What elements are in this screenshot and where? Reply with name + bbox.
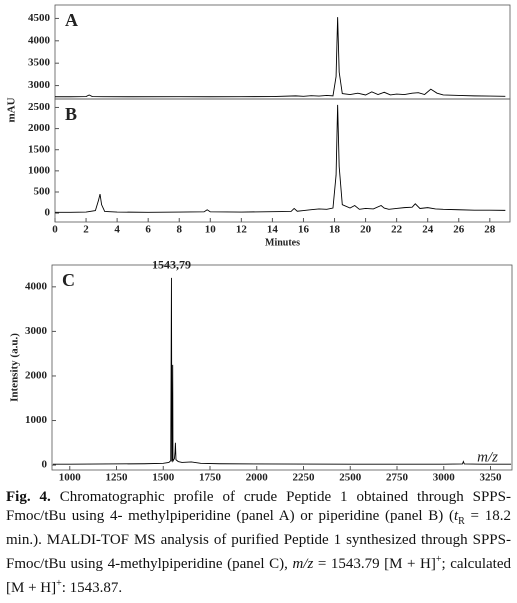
y-tick-label: 3000 (25, 325, 48, 337)
x-tick-label: 1250 (106, 472, 129, 484)
x-tick-label: 2250 (293, 472, 316, 484)
plot-frame (54, 98, 511, 223)
x-tick-label: 24 (422, 224, 434, 236)
x-axis-label: Minutes (265, 237, 300, 248)
x-tick-label: 22 (391, 224, 403, 236)
x-tick-label: 26 (453, 224, 465, 236)
caption: Fig. 4. Chromatographic profile of crude… (6, 488, 511, 598)
y-tick-label: 1000 (28, 164, 51, 176)
y-axis-label: mAU (6, 97, 18, 122)
x-tick-label: 12 (236, 224, 248, 236)
x-tick-label: 4 (114, 224, 120, 236)
x-tick-label: 14 (267, 224, 279, 236)
x-tick-label: 2750 (386, 472, 409, 484)
x-tick-label: 3000 (433, 472, 456, 484)
y-tick-label: 4000 (25, 280, 48, 292)
y-tick-label: 3000 (28, 79, 51, 91)
x-tick-label: 2 (83, 224, 89, 236)
caption-text: : 1543.87. (61, 580, 123, 596)
caption-text: t (453, 508, 459, 524)
caption-text: Chromatographic profile of crude Peptide… (6, 489, 511, 524)
caption-text: R (458, 516, 465, 527)
y-tick-label: 2000 (28, 122, 51, 134)
x-tick-label: 20 (360, 224, 372, 236)
peak-annotation: 1543,79 (152, 258, 191, 272)
x-tick-label: 6 (145, 224, 151, 236)
caption-text: m/z (292, 556, 314, 572)
y-tick-label: 500 (34, 186, 51, 198)
plot-frame (54, 4, 511, 100)
caption-text: + (56, 578, 62, 589)
panel-label: B (65, 104, 77, 124)
x-tick-label: 0 (52, 224, 58, 236)
x-tick-label: 2500 (339, 472, 362, 484)
panel-label: A (65, 10, 78, 30)
y-tick-label: 0 (42, 459, 48, 471)
x-tick-label: 3250 (479, 472, 502, 484)
y-tick-label: 1000 (25, 414, 48, 426)
data-line (52, 277, 512, 465)
data-line (55, 104, 506, 213)
x-tick-label: 18 (329, 224, 341, 236)
caption-text: ; calculated [M + H] (6, 556, 511, 596)
x-tick-label: 1500 (152, 472, 175, 484)
plot-frame (51, 264, 513, 471)
x-tick-label: 2000 (246, 472, 269, 484)
y-tick-label: 0 (45, 207, 51, 219)
y-tick-label: 2000 (25, 369, 48, 381)
caption-text: = 1543.79 [M + H] (313, 556, 436, 572)
y-axis-label: Intensity (a.u.) (9, 333, 21, 402)
y-tick-label: 4500 (28, 12, 51, 24)
caption-label: Fig. 4. (6, 489, 51, 505)
y-tick-label: 4000 (28, 34, 51, 46)
x-tick-label: 8 (176, 224, 182, 236)
y-tick-label: 1500 (28, 143, 51, 155)
x-tick-label: 1750 (199, 472, 222, 484)
x-tick-label: 1000 (59, 472, 82, 484)
caption-text: = 18.2 min.). MALDI-TOF MS analysis of p… (6, 508, 511, 572)
x-tick-label: 28 (484, 224, 496, 236)
data-line (55, 17, 506, 98)
x-axis-label: m/z (477, 449, 498, 465)
x-tick-label: 10 (205, 224, 217, 236)
x-tick-label: 16 (298, 224, 310, 236)
caption-text: + (435, 554, 442, 565)
y-tick-label: 3500 (28, 57, 51, 69)
panel-label: C (62, 270, 75, 290)
y-tick-label: 2500 (28, 101, 51, 113)
